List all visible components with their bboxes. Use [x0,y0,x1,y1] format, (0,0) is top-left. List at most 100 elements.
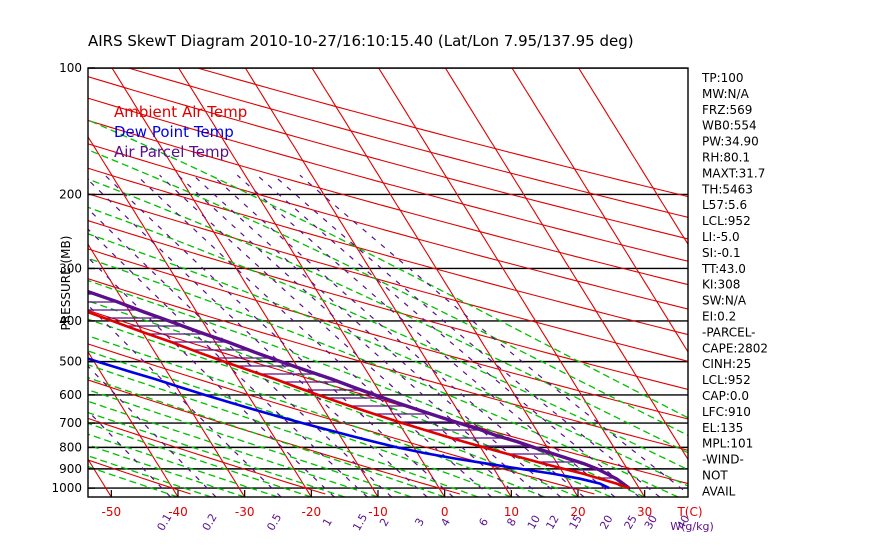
stat-line: LFC:910 [702,405,751,419]
mixing-ratio-line [273,174,661,497]
grid-layer [88,68,688,497]
axis-labels-layer: 1002003004005006007008009001000-120-110-… [51,61,713,533]
moist-adiabat-line [88,257,679,497]
dry-adiabat-line [197,68,688,198]
stat-line: CINH:25 [702,357,751,371]
mixing-ratio-line [88,256,335,497]
dewpoint-curve [88,357,610,490]
stat-line: CAP:0.0 [702,389,749,403]
pressure-tick-label: 100 [59,61,82,75]
y-axis-label: PRESSURE (MB) [59,236,73,331]
pressure-tick-label: 1000 [51,481,82,495]
parcel-temp-curve [88,289,631,490]
mixing-ratio-tick-label: 20 [597,513,615,532]
pressure-tick-label: 900 [59,462,82,476]
isotherm-line [88,135,312,497]
legend-dew-point-temp: Dew Point Temp [114,123,234,141]
stat-line: KI:308 [702,278,740,292]
moist-adiabat-line [88,350,512,497]
moist-adiabat-line [88,149,688,437]
moist-adiabat-line [88,206,688,471]
dry-adiabat-line [88,167,688,336]
isotherm-line [511,68,688,353]
stat-line: MPL:101 [702,437,753,451]
stat-line: CAPE:2802 [702,341,768,355]
moist-adiabat-line [88,377,445,497]
pressure-tick-label: 300 [59,261,82,275]
moist-adiabat-line [88,364,479,497]
stat-line: PW:34.90 [702,135,759,149]
isotherm-line [111,68,379,497]
ambient-temp-curve [88,310,630,490]
dry-adiabat-line [88,193,688,362]
mixing-ratio-tick-label: 12 [543,513,561,532]
pressure-tick-label: 600 [59,388,82,402]
bottom-temp-tick-label: -20 [302,505,322,519]
mixing-ratio-line [136,174,492,497]
dry-adiabat-line [88,119,688,286]
plot-frame [87,67,689,498]
stat-line: -WIND- [702,453,744,467]
bottom-temp-tick-label: 0 [441,505,449,519]
pressure-tick-label: 400 [59,314,82,328]
mixing-ratio-tick-label: 10 [525,513,543,532]
mixing-ratio-tick-label: 25 [622,513,640,532]
moist-adiabat-line [88,233,688,487]
isotherm-line [444,68,688,461]
stat-line: SI:-0.1 [702,246,741,260]
dry-adiabat-line [88,379,461,495]
stat-line: TT:43.0 [701,262,746,276]
x-axis-temp-label: T(C) [676,505,702,519]
sounding-curves-layer [88,289,631,490]
stat-line: EI:0.2 [702,310,736,324]
mixing-ratio-tick-label: 30 [642,513,660,532]
mixing-ratio-line [88,208,393,497]
stat-line: TP:100 [701,71,744,85]
moist-adiabat-line [88,465,179,497]
stat-line: MAXT:31.7 [702,166,765,180]
mixing-ratio-line [104,174,454,497]
mixing-ratio-tick-label: 40 [674,513,692,532]
pressure-tick-label: 800 [59,440,82,454]
mixing-ratio-line [88,410,172,497]
bottom-temp-tick-label: -40 [168,505,188,519]
pressure-tick-label: 700 [59,416,82,430]
stat-line: FRZ:569 [702,103,752,117]
stat-line: MW:N/A [702,87,750,101]
dry-adiabat-line [88,417,326,495]
pressure-tick-label: 500 [59,355,82,369]
moist-adiabat-line [88,178,688,454]
isotherm-line [88,350,179,497]
axis-ticks-layer [88,67,646,497]
stat-line: SW:N/A [702,294,747,308]
legend-air-parcel-temp: Air Parcel Temp [114,143,229,161]
stat-line: TH:5463 [701,182,753,196]
moist-adiabat-line [88,119,688,419]
stats-panel: TP:100 MW:N/A FRZ:569 WB0:554 PW:34.90 RH:80.… [701,71,768,498]
stat-line: LCL:952 [702,373,751,387]
pressure-tick-label: 200 [59,187,82,201]
dry-adiabat-line [88,278,688,451]
bottom-temp-tick-label: 10 [504,505,519,519]
bottom-temp-tick-label: -50 [102,505,122,519]
stat-line: AVAIL [702,484,736,498]
isotherm-line [88,243,246,497]
mixing-ratio-line [88,228,368,497]
stat-line: EL:135 [702,421,743,435]
moist-adiabat-line [88,335,545,497]
legend-ambient-air-temp: Ambient Air Temp [114,103,247,121]
dry-adiabat-line [88,220,688,390]
stat-line: NOT [702,469,728,483]
stat-line: RH:80.1 [702,151,750,165]
moist-adiabat-line [88,455,212,497]
mixing-ratio-tick-label: 15 [567,513,585,532]
bottom-temp-tick-label: 20 [570,505,585,519]
bottom-temp-tick-label: -10 [368,505,388,519]
page-title: AIRS SkewT Diagram 2010-10-27/16:10:15.4… [88,32,634,50]
cape-hatch-layer [88,293,627,487]
mixing-ratio-line [88,178,428,497]
stat-line: LI:-5.0 [702,230,740,244]
mixing-ratio-line [192,174,562,497]
dry-adiabat-line [88,143,688,310]
